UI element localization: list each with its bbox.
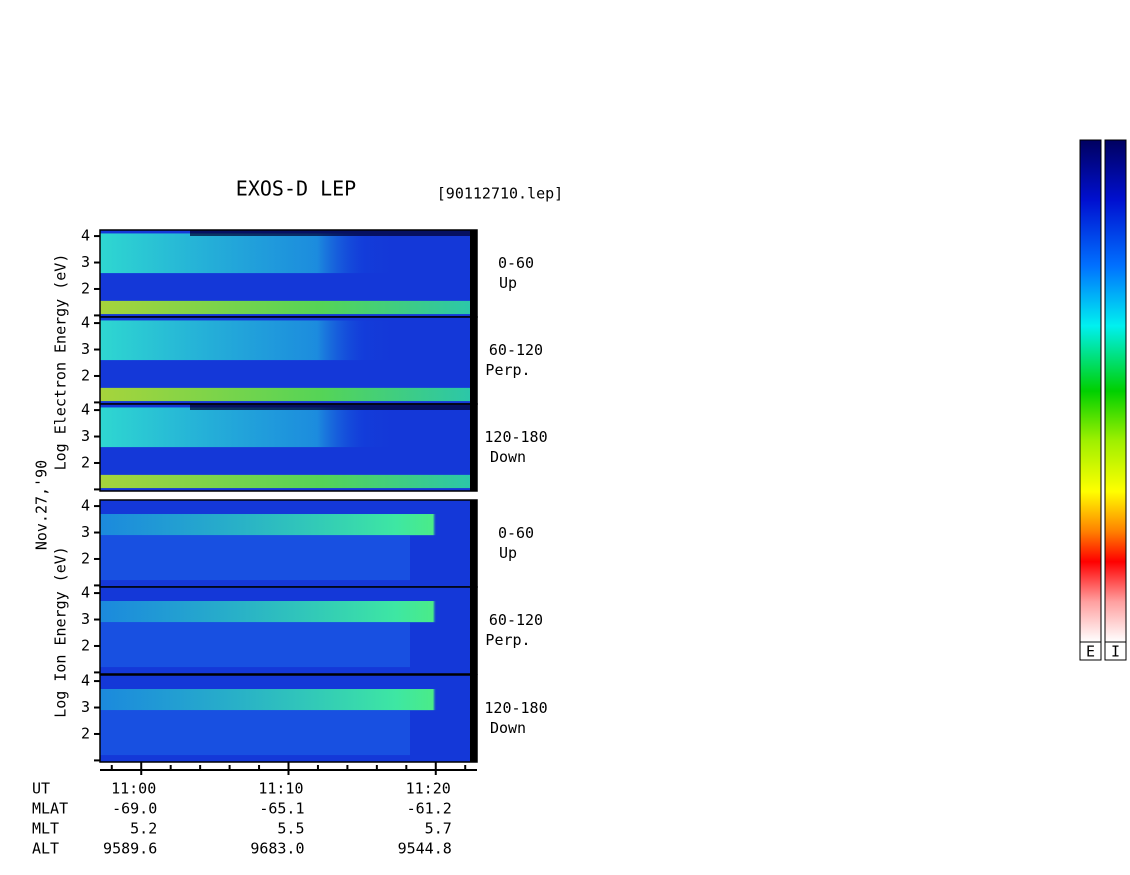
ephemeris-value: 9544.8 bbox=[398, 840, 452, 858]
spectrogram-band bbox=[100, 514, 470, 536]
spectrogram-band bbox=[100, 474, 470, 489]
ephemeris-name: MLT bbox=[32, 820, 59, 838]
y-tick-label: 4 bbox=[81, 401, 90, 419]
y-tick-label: 4 bbox=[81, 584, 90, 602]
ephemeris-value: 5.2 bbox=[130, 820, 157, 838]
y-tick-label: 2 bbox=[81, 279, 90, 297]
spectrogram-band bbox=[100, 535, 410, 581]
panel-label: 120-180 bbox=[484, 699, 547, 717]
y-tick-label: 2 bbox=[81, 724, 90, 742]
spectrogram-band bbox=[100, 233, 410, 274]
file-label: [90112710.lep] bbox=[437, 185, 563, 203]
date-label: Nov.27,'90 bbox=[33, 460, 51, 550]
colorbar-label: I bbox=[1111, 643, 1120, 661]
x-tick-label: 11:00 bbox=[111, 780, 156, 798]
x-tick-label: 11:20 bbox=[406, 780, 451, 798]
spectrogram-band bbox=[190, 404, 470, 410]
spectrogram-edge bbox=[470, 404, 477, 491]
ephemeris-value: -69.0 bbox=[112, 800, 157, 818]
panel-label: Down bbox=[490, 448, 526, 466]
y-tick-label: 4 bbox=[81, 672, 90, 690]
spectrogram-edge bbox=[470, 675, 477, 762]
spectrogram-edge bbox=[470, 230, 477, 317]
y-tick-label: 3 bbox=[81, 610, 90, 628]
y-tick-label: 3 bbox=[81, 698, 90, 716]
spectrogram-band bbox=[100, 622, 410, 668]
panel-label: Down bbox=[490, 719, 526, 737]
panel-frame bbox=[99, 403, 478, 492]
ephemeris-value: -65.1 bbox=[259, 800, 304, 818]
colorbar bbox=[1079, 139, 1102, 643]
panel-label: 0-60 bbox=[498, 524, 534, 542]
spectrogram-band bbox=[100, 300, 470, 315]
y-axis-label: Log Electron Energy (eV) bbox=[52, 254, 70, 471]
colorbar-box bbox=[1104, 641, 1127, 661]
ephemeris-name: MLAT bbox=[32, 800, 68, 818]
spectrogram-band bbox=[100, 407, 410, 448]
panel-label: Perp. bbox=[485, 361, 530, 379]
y-tick-label: 3 bbox=[81, 523, 90, 541]
ephemeris-value: 5.7 bbox=[425, 820, 452, 838]
panel-frame bbox=[99, 586, 478, 675]
ephemeris-value: 9589.6 bbox=[103, 840, 157, 858]
spectrogram-band bbox=[100, 320, 410, 361]
y-tick-label: 4 bbox=[81, 227, 90, 245]
y-tick-label: 3 bbox=[81, 253, 90, 271]
spectrogram-band bbox=[100, 387, 470, 402]
title: EXOS-D LEP bbox=[236, 177, 356, 201]
spectrogram-band bbox=[100, 689, 470, 711]
panel-label: 60-120 bbox=[489, 611, 543, 629]
spectrogram-edge bbox=[470, 317, 477, 404]
spectrogram-band bbox=[100, 601, 470, 623]
ephemeris-value: -61.2 bbox=[407, 800, 452, 818]
colorbar bbox=[1104, 139, 1127, 643]
spectrogram-band bbox=[190, 230, 470, 236]
ephemeris-name: ALT bbox=[32, 840, 59, 858]
ephemeris-value: 5.5 bbox=[277, 820, 304, 838]
y-tick-label: 2 bbox=[81, 549, 90, 567]
y-tick-label: 2 bbox=[81, 636, 90, 654]
spectrogram-band bbox=[100, 710, 410, 756]
panel-label: 120-180 bbox=[484, 428, 547, 446]
y-tick-label: 2 bbox=[81, 366, 90, 384]
colorbar-label: E bbox=[1086, 643, 1095, 661]
panel-label: 60-120 bbox=[489, 341, 543, 359]
y-tick-label: 4 bbox=[81, 314, 90, 332]
y-tick-label: 2 bbox=[81, 453, 90, 471]
x-tick-label: 11:10 bbox=[258, 780, 303, 798]
spectrogram-edge bbox=[470, 500, 477, 587]
y-tick-label: 3 bbox=[81, 340, 90, 358]
y-tick-label: 4 bbox=[81, 497, 90, 515]
colorbar-box bbox=[1079, 641, 1102, 661]
spectrogram-edge bbox=[470, 587, 477, 674]
panel-label: Perp. bbox=[485, 631, 530, 649]
y-tick-label: 3 bbox=[81, 427, 90, 445]
panel-label: Up bbox=[499, 274, 517, 292]
panel-label: Up bbox=[499, 544, 517, 562]
panel-label: 0-60 bbox=[498, 254, 534, 272]
ephemeris-name: UT bbox=[32, 780, 50, 798]
ephemeris-value: 9683.0 bbox=[250, 840, 304, 858]
y-axis-label: Log Ion Energy (eV) bbox=[52, 546, 70, 718]
